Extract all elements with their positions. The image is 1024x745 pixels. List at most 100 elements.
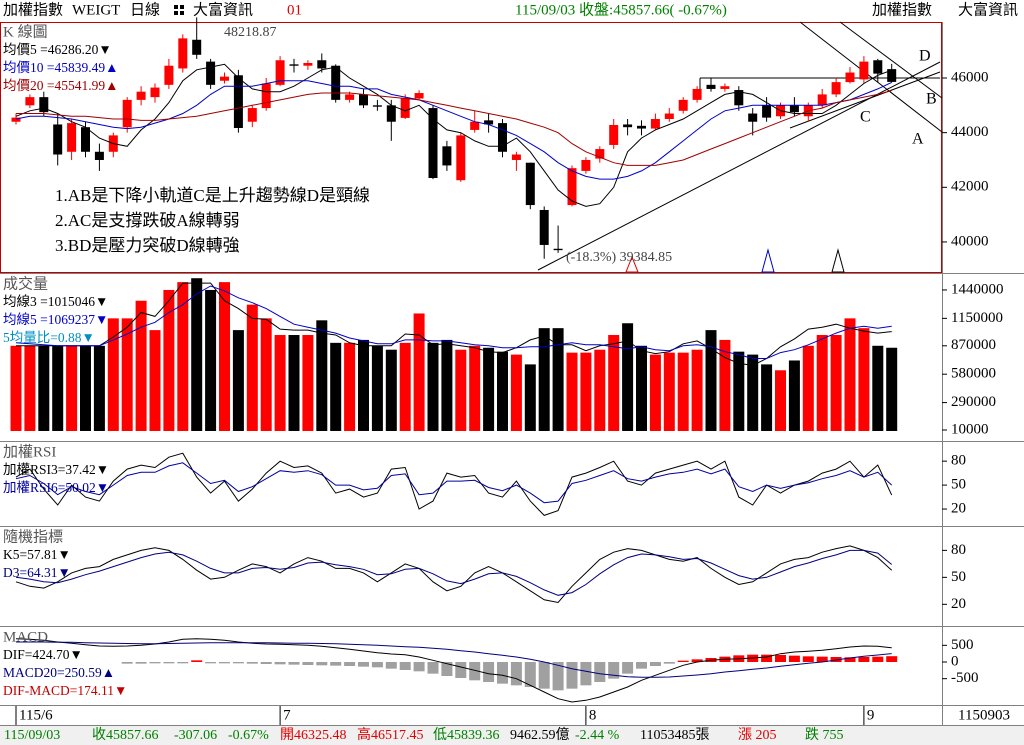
candle-body xyxy=(317,60,327,69)
header-source-right: 大富資訊 xyxy=(958,0,1018,18)
bar xyxy=(705,330,717,431)
legend-entry: K5=57.81▼ xyxy=(3,547,71,562)
legend-entry: D3=64.31▼ xyxy=(3,565,71,580)
indicator-line xyxy=(15,638,892,703)
candle-body xyxy=(428,108,438,179)
bar xyxy=(163,662,175,664)
signal-marker xyxy=(625,255,639,273)
indicator-line xyxy=(15,549,893,596)
annotation-note: 2.AC是支撐跌破A線轉弱 xyxy=(55,211,240,230)
bar xyxy=(427,342,439,431)
bar xyxy=(455,662,467,678)
status-item: 漲 205 xyxy=(738,727,777,743)
indicator-line xyxy=(15,545,893,604)
bar xyxy=(608,662,620,679)
bar xyxy=(802,345,814,431)
y-tick-label: 1150000 xyxy=(951,310,1003,326)
bar xyxy=(719,339,731,431)
candle-body xyxy=(748,113,758,122)
candle-body xyxy=(831,82,841,95)
status-item: 高46517.45 xyxy=(357,726,424,743)
header-period: 日線 xyxy=(130,1,160,18)
bar xyxy=(691,659,703,662)
bar xyxy=(288,335,300,431)
bar xyxy=(205,289,217,431)
indicator-line xyxy=(15,285,892,359)
bar xyxy=(497,351,508,431)
bar xyxy=(844,318,856,431)
bar xyxy=(775,370,786,431)
bar xyxy=(427,662,439,674)
y-tick-label: 46000 xyxy=(951,69,989,85)
bar xyxy=(566,662,578,689)
bar xyxy=(649,662,661,666)
candle-body xyxy=(498,123,507,152)
status-bar xyxy=(0,726,1024,745)
candle-body xyxy=(122,99,132,128)
bar xyxy=(858,328,870,431)
status-item: 低45839.36 xyxy=(433,727,500,743)
candle-body xyxy=(178,38,188,69)
candle-body xyxy=(609,125,619,145)
bar xyxy=(413,313,425,431)
candle-body xyxy=(11,117,21,122)
y-tick-label: 1440000 xyxy=(951,281,1004,297)
bar xyxy=(358,662,369,667)
y-tick-label: 42000 xyxy=(951,179,989,195)
candle-body xyxy=(456,135,466,181)
bar xyxy=(594,349,606,431)
y-tick-label: 40000 xyxy=(951,233,989,249)
bar xyxy=(483,347,495,431)
bar xyxy=(121,662,133,664)
bar xyxy=(66,345,78,431)
x-tick-label: 115/6 xyxy=(19,707,53,723)
candle-body xyxy=(539,209,549,245)
candle-body xyxy=(39,97,49,113)
candle-body xyxy=(359,94,368,106)
x-tick-label: 9 xyxy=(867,707,875,723)
bar xyxy=(580,662,592,686)
bar xyxy=(399,662,411,670)
candle-body xyxy=(289,64,299,66)
bar xyxy=(455,349,467,431)
bar xyxy=(330,342,342,431)
candle-body xyxy=(567,168,577,206)
bar xyxy=(38,345,50,431)
bar xyxy=(219,662,230,664)
bar xyxy=(663,352,675,431)
candle-body xyxy=(192,39,202,55)
y-tick-label: 580000 xyxy=(951,366,996,382)
bar xyxy=(149,662,161,664)
max-label: 48218.87 xyxy=(224,25,277,40)
bar xyxy=(691,349,703,431)
candle-body xyxy=(233,75,243,129)
bar xyxy=(274,662,286,665)
panel-title: 隨機指標 xyxy=(3,528,63,545)
y-tick-label: -500 xyxy=(951,670,979,686)
candle-body xyxy=(553,248,563,251)
status-item: -307.06 xyxy=(174,728,217,743)
bar xyxy=(358,339,369,431)
bar xyxy=(594,662,606,682)
bar xyxy=(733,351,745,431)
header-name-right: 加權指數 xyxy=(872,1,932,18)
y-tick-label: 80 xyxy=(951,453,966,469)
candle-body xyxy=(206,61,216,85)
candle-body xyxy=(650,118,660,129)
candle-body xyxy=(706,84,716,89)
bar xyxy=(816,335,828,431)
menu-icon[interactable] xyxy=(174,5,184,15)
header-code: WEIGT xyxy=(72,2,120,18)
candle-body xyxy=(331,65,341,100)
candle-body xyxy=(303,62,313,66)
y-tick-label: 44000 xyxy=(951,124,989,140)
status-item: 9462.59億 xyxy=(510,727,570,743)
candle-body xyxy=(817,94,827,106)
candle-body xyxy=(692,88,702,100)
status-item: 收45857.66 xyxy=(92,727,159,743)
y-tick-label: 80 xyxy=(951,542,966,558)
icon-dot xyxy=(174,11,178,15)
candle-body xyxy=(470,121,480,130)
bar xyxy=(788,360,800,431)
candle-body xyxy=(25,97,35,106)
